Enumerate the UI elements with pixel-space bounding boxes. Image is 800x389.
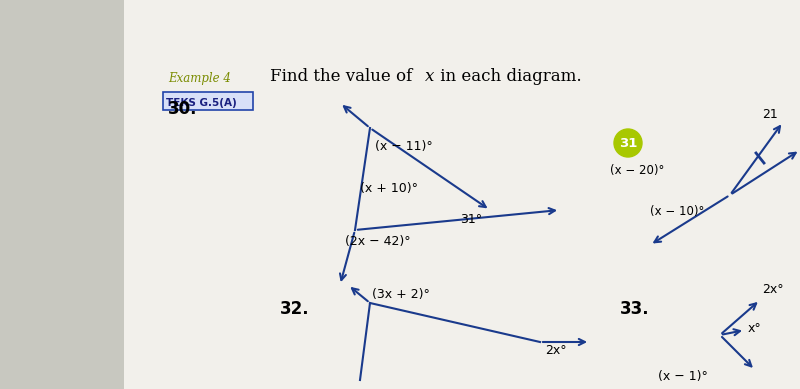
Bar [124,0,800,389]
Text: 30.: 30. [168,100,198,118]
Text: 2x°: 2x° [762,283,784,296]
Text: (3x + 2)°: (3x + 2)° [372,288,430,301]
Text: 21: 21 [762,108,778,121]
Text: (2x − 42)°: (2x − 42)° [345,235,410,248]
Text: (x + 10)°: (x + 10)° [360,182,418,195]
Bar [163,92,253,110]
Text: TEKS G.5(A): TEKS G.5(A) [166,98,237,108]
Circle shape [614,129,642,157]
Text: x: x [425,68,434,85]
Text: (x − 10)°: (x − 10)° [650,205,704,218]
Text: 32.: 32. [280,300,310,318]
Text: 31: 31 [619,137,637,149]
Text: (x − 11)°: (x − 11)° [375,140,433,153]
Text: x°: x° [748,321,762,335]
Text: 2x°: 2x° [545,344,566,357]
Text: Find the value of: Find the value of [270,68,418,85]
Text: in each diagram.: in each diagram. [435,68,582,85]
Text: 31°: 31° [460,213,482,226]
Text: Example 4: Example 4 [168,72,231,85]
Text: (x − 20)°: (x − 20)° [610,164,664,177]
Text: 33.: 33. [620,300,650,318]
Text: (x − 1)°: (x − 1)° [658,370,708,383]
